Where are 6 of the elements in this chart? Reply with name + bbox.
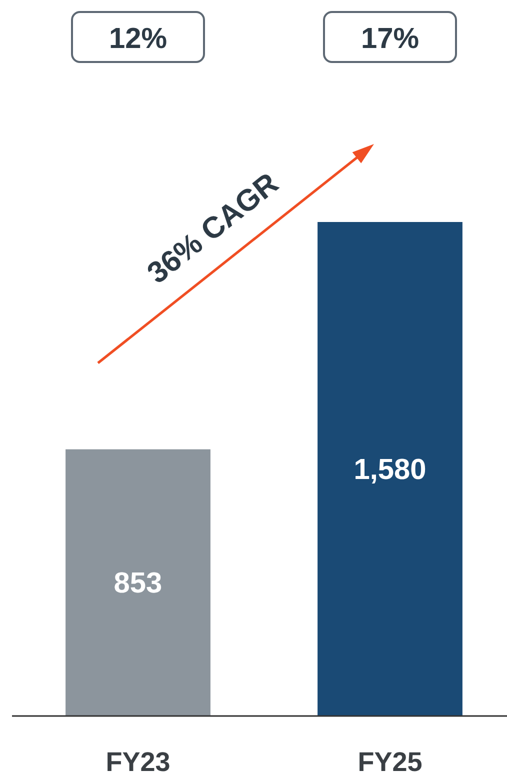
x-tick-label: FY25 <box>358 747 422 777</box>
data-label: 853 <box>114 568 162 600</box>
x-tick-label: FY23 <box>106 747 170 777</box>
text: 17% <box>360 23 420 55</box>
data-label: 1,580 <box>354 454 426 486</box>
text: 12% <box>108 23 168 55</box>
